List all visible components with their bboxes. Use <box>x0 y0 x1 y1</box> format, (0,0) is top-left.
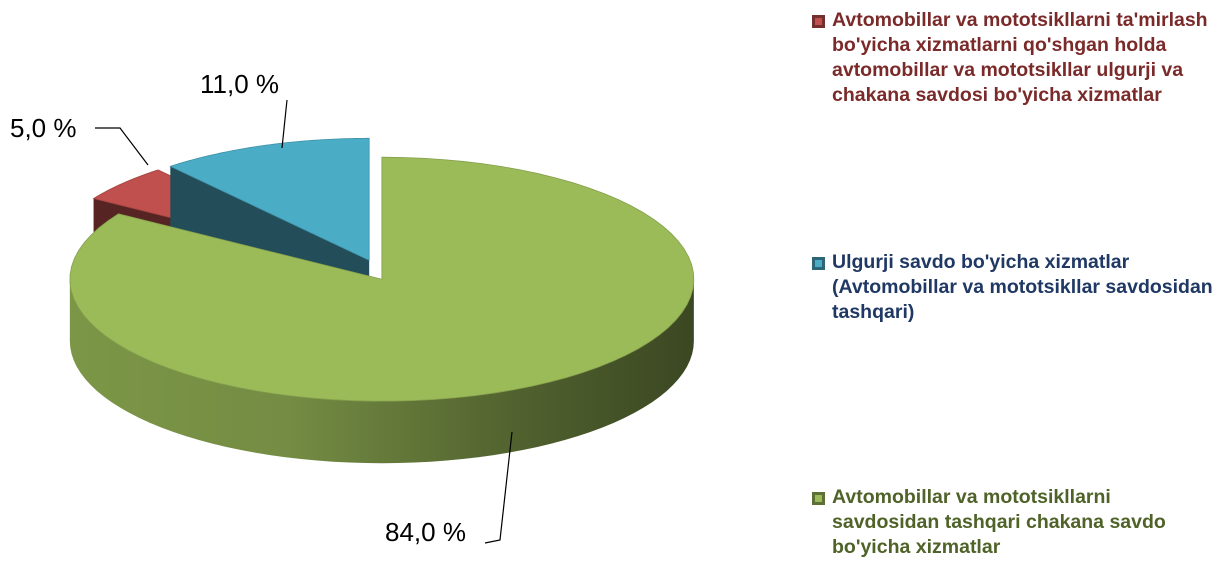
legend-item: Avtomobillar va mototsikllarni ta'mirlas… <box>812 8 1222 108</box>
legend-swatch <box>812 15 825 28</box>
slice-wall <box>69 279 694 464</box>
leader-line <box>95 127 149 166</box>
slice <box>69 156 695 402</box>
leader-line <box>281 99 288 149</box>
data-label: 5,0 % <box>10 113 77 143</box>
leader-line <box>484 431 513 544</box>
pie-area: 5,0 % 11,0 % 84,0 % <box>10 69 695 547</box>
slices <box>69 137 695 464</box>
legend-label: Ulgurji savdo bo'yicha xizmatlar (Avtomo… <box>832 251 1213 323</box>
data-label: 11,0 % <box>200 69 279 99</box>
legend-item: Avtomobillar va mototsikllarni savdosida… <box>812 485 1222 560</box>
legend-label: Avtomobillar va mototsikllarni ta'mirlas… <box>832 9 1208 106</box>
data-label: 84,0 % <box>385 517 466 547</box>
legend-swatch <box>812 492 825 505</box>
legend-swatch <box>812 257 825 270</box>
legend-item: Ulgurji savdo bo'yicha xizmatlar (Avtomo… <box>812 250 1222 325</box>
legend-label: Avtomobillar va mototsikllarni savdosida… <box>832 486 1166 558</box>
slice <box>169 137 370 261</box>
